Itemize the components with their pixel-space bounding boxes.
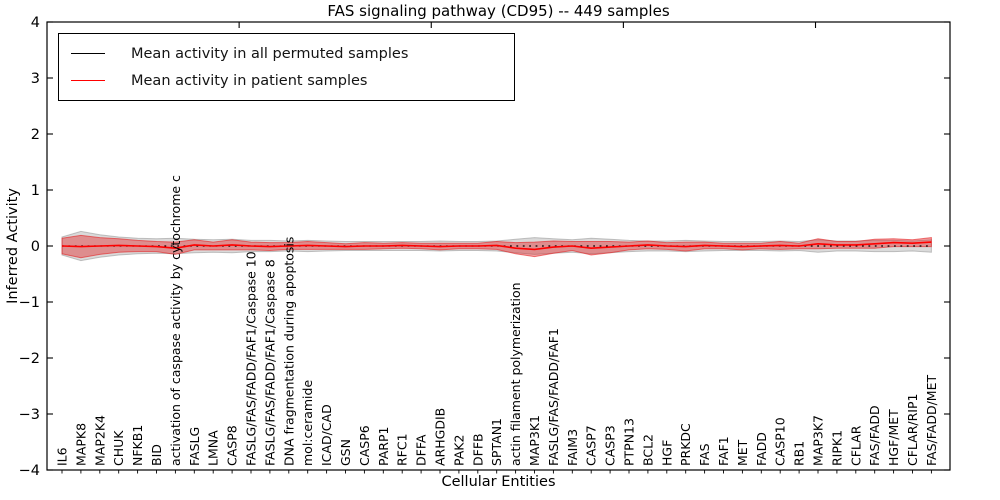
x-category-label: DFFB <box>470 433 485 466</box>
x-category-label: FAS <box>697 443 712 466</box>
x-category-label: FAIM3 <box>565 429 580 466</box>
legend-entry-patient: Mean activity in patient samples <box>71 67 504 94</box>
x-category-label: FASLG/FAS/FADD/FAF1/Caspase 10 <box>244 251 259 466</box>
x-category-label: FAS/FADD <box>867 405 882 466</box>
x-category-label: PTPN13 <box>622 418 637 466</box>
y-tick-label: −4 <box>19 463 40 479</box>
legend: Mean activity in all permuted samples Me… <box>58 33 515 101</box>
x-category-label: ICAD/CAD <box>319 404 334 466</box>
mean-lines <box>61 241 932 251</box>
y-tick-label: −1 <box>19 295 40 311</box>
x-category-labels: IL6 MAPK8 MAP2K4 CHUK NFKB1 BID activation of … <box>55 175 939 466</box>
x-category-label: PAK2 <box>451 435 466 466</box>
x-category-label: CASP8 <box>225 425 240 466</box>
x-category-label: BCL2 <box>640 434 655 466</box>
x-category-label: ARHGDIB <box>433 408 448 466</box>
x-category-label: MAP2K4 <box>92 415 107 466</box>
y-tick-label: 4 <box>31 15 40 31</box>
patient-band <box>61 234 932 259</box>
x-category-label: actin filament polymerization <box>508 282 523 466</box>
x-category-label: CFLAR <box>848 425 863 466</box>
legend-label-patient: Mean activity in patient samples <box>131 72 368 89</box>
x-category-label: NFKB1 <box>130 425 145 466</box>
legend-line-patient-icon <box>71 80 105 81</box>
y-tick-label: 3 <box>31 71 40 87</box>
legend-line-permuted-icon <box>71 53 105 54</box>
x-category-label: MAP3K1 <box>527 415 542 466</box>
x-category-label: MAP3K7 <box>811 415 826 466</box>
x-category-label: mol:ceramide <box>300 380 315 466</box>
x-category-label: LMNA <box>206 430 221 466</box>
x-category-label: IL6 <box>55 447 70 466</box>
x-category-label: PARP1 <box>376 427 391 466</box>
x-category-label: MET <box>735 439 750 466</box>
y-tick-label: −3 <box>19 407 40 423</box>
x-category-label: RFC1 <box>395 433 410 466</box>
x-category-label: FAF1 <box>716 436 731 466</box>
x-category-label: HGF <box>659 440 674 466</box>
x-category-label: CASP6 <box>357 425 372 466</box>
x-category-label: FASLG/FAS/FADD/FAF1/Caspase 8 <box>262 259 277 466</box>
x-category-label: FADD <box>754 432 769 466</box>
patient-mean-line <box>61 241 932 251</box>
x-category-label: BID <box>149 444 164 466</box>
x-category-label: FAS/FADD/MET <box>924 375 939 466</box>
x-category-label: GSN <box>338 439 353 466</box>
y-tick-label: 1 <box>31 183 40 199</box>
y-tick-label: 2 <box>31 127 40 143</box>
x-category-label: DFFA <box>414 434 429 466</box>
axis-ticks <box>47 21 950 474</box>
x-category-label: FASLG <box>187 427 202 466</box>
x-category-label: CFLAR/RIP1 <box>905 394 920 466</box>
y-tick-label: 0 <box>31 239 40 255</box>
legend-entry-permuted: Mean activity in all permuted samples <box>71 40 504 67</box>
x-axis-title: Cellular Entities <box>441 474 556 490</box>
legend-label-permuted: Mean activity in all permuted samples <box>131 45 409 62</box>
x-category-label: DNA fragmentation during apoptosis <box>281 237 296 466</box>
x-category-label: HGF/MET <box>886 409 901 466</box>
x-category-label: MAPK8 <box>73 423 88 466</box>
x-category-label: PRKDC <box>678 423 693 466</box>
x-category-label: activation of caspase activity by cytoch… <box>168 175 183 466</box>
x-category-label: FASLG/FAS/FADD/FAF1 <box>546 328 561 466</box>
y-tick-labels: 4 3 2 1 0 −1 −2 −3 −4 <box>19 15 40 479</box>
x-category-label: CHUK <box>111 430 126 466</box>
x-category-label: SPTAN1 <box>489 418 504 466</box>
y-tick-label: −2 <box>19 351 40 367</box>
x-category-label: CASP10 <box>773 417 788 466</box>
x-category-label: RB1 <box>792 441 807 466</box>
x-category-label: CASP3 <box>603 425 618 466</box>
y-axis-title: Inferred Activity <box>5 188 21 304</box>
x-category-label: CASP7 <box>584 425 599 466</box>
x-category-label: RIPK1 <box>829 430 844 466</box>
chart-title: FAS signaling pathway (CD95) -- 449 samp… <box>327 2 670 20</box>
